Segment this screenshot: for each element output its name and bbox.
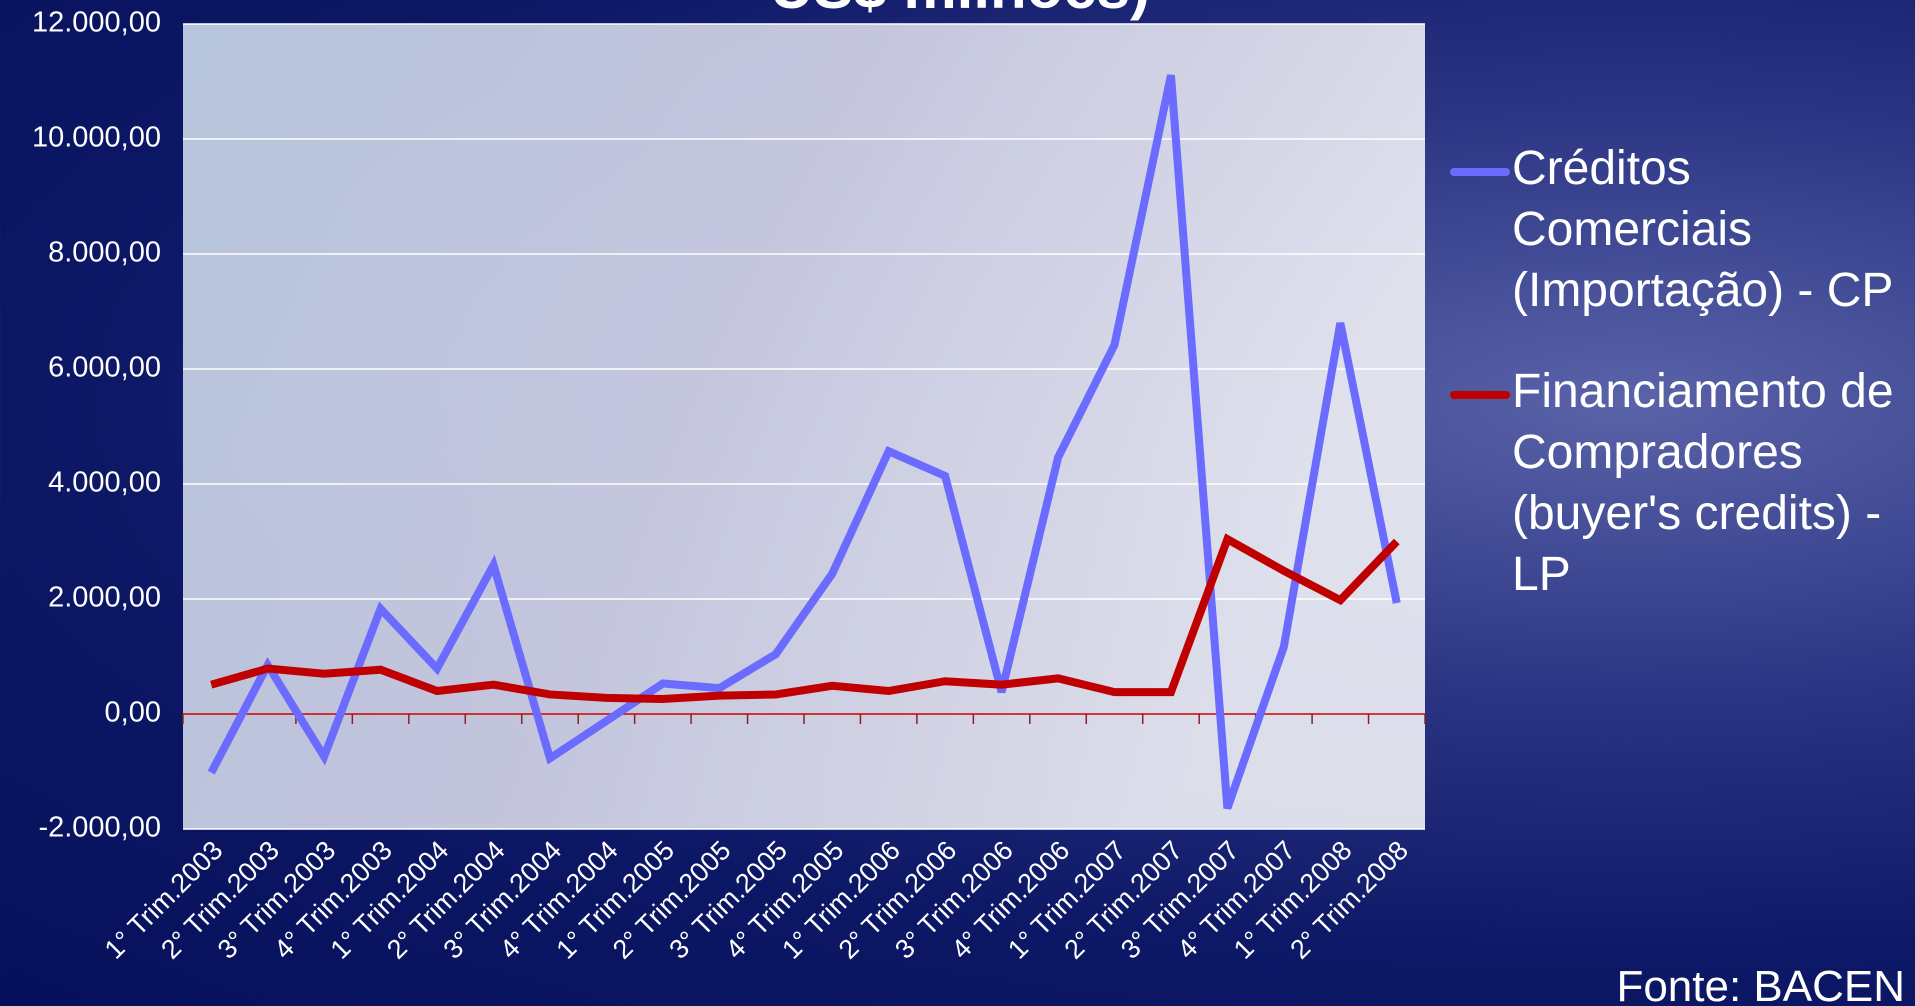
chart-title: US$ milhões) (770, 0, 1150, 21)
y-tick-label: 10.000,00 (32, 122, 161, 154)
legend-label: Créditos Comerciais (Importação) - CP (1512, 142, 1894, 317)
series-line (210, 533, 1400, 704)
plot-area (183, 24, 1425, 829)
source: Fonte: BACEN (1616, 962, 1905, 1006)
y-tick-label: 12.000,00 (32, 7, 161, 39)
legend-item: Financiamento de Compradores (buyer's cr… (1450, 361, 1912, 605)
series-line (207, 74, 1401, 810)
y-tick-label: 8.000,00 (48, 237, 161, 269)
y-tick-label: 0,00 (105, 697, 161, 729)
y-tick-label: 4.000,00 (48, 467, 161, 499)
legend: Créditos Comerciais (Importação) - CP Fin… (1450, 138, 1912, 645)
legend-item: Créditos Comerciais (Importação) - CP (1450, 138, 1912, 321)
legend-swatch (1450, 391, 1510, 399)
y-tick-label: 2.000,00 (48, 582, 161, 614)
legend-swatch (1450, 168, 1510, 176)
legend-label: Financiamento de Compradores (buyer's cr… (1512, 365, 1894, 601)
y-tick-label: 6.000,00 (48, 352, 161, 384)
y-tick-label: -2.000,00 (38, 812, 161, 844)
